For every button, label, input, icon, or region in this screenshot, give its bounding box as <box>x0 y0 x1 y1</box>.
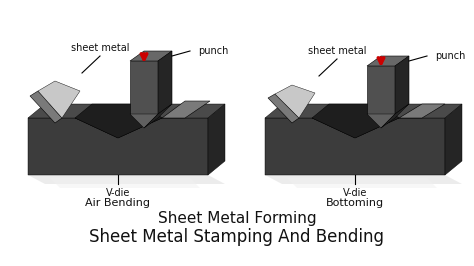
Polygon shape <box>381 104 409 128</box>
Polygon shape <box>312 104 399 138</box>
Polygon shape <box>287 178 437 188</box>
Polygon shape <box>28 175 225 184</box>
Text: Sheet Metal Forming: Sheet Metal Forming <box>158 211 316 226</box>
Polygon shape <box>445 104 462 175</box>
Text: Sheet Metal Stamping And Bending: Sheet Metal Stamping And Bending <box>90 228 384 246</box>
Polygon shape <box>275 85 315 118</box>
Polygon shape <box>367 56 409 66</box>
Polygon shape <box>265 175 462 184</box>
Polygon shape <box>367 66 395 114</box>
Polygon shape <box>50 178 200 188</box>
Text: V-die: V-die <box>343 188 367 198</box>
Polygon shape <box>144 104 172 128</box>
Polygon shape <box>208 104 225 175</box>
Polygon shape <box>265 104 462 118</box>
Polygon shape <box>312 118 399 138</box>
Text: punch: punch <box>435 51 465 61</box>
Text: Bottoming: Bottoming <box>326 198 384 208</box>
Polygon shape <box>158 51 172 114</box>
Polygon shape <box>130 51 172 61</box>
Polygon shape <box>268 94 299 123</box>
Text: punch: punch <box>198 46 228 56</box>
Polygon shape <box>162 101 210 118</box>
Polygon shape <box>38 81 80 118</box>
Polygon shape <box>30 91 62 123</box>
Polygon shape <box>367 114 395 128</box>
Polygon shape <box>75 104 162 138</box>
Text: sheet metal: sheet metal <box>71 43 129 53</box>
Polygon shape <box>28 118 208 175</box>
Polygon shape <box>395 56 409 114</box>
Polygon shape <box>75 118 162 138</box>
Text: V-die: V-die <box>106 188 130 198</box>
Polygon shape <box>399 104 445 118</box>
Text: sheet metal: sheet metal <box>308 46 366 56</box>
Polygon shape <box>130 114 158 128</box>
Text: Air Bending: Air Bending <box>85 198 151 208</box>
Polygon shape <box>130 61 158 114</box>
Polygon shape <box>265 118 445 175</box>
Polygon shape <box>28 104 225 118</box>
